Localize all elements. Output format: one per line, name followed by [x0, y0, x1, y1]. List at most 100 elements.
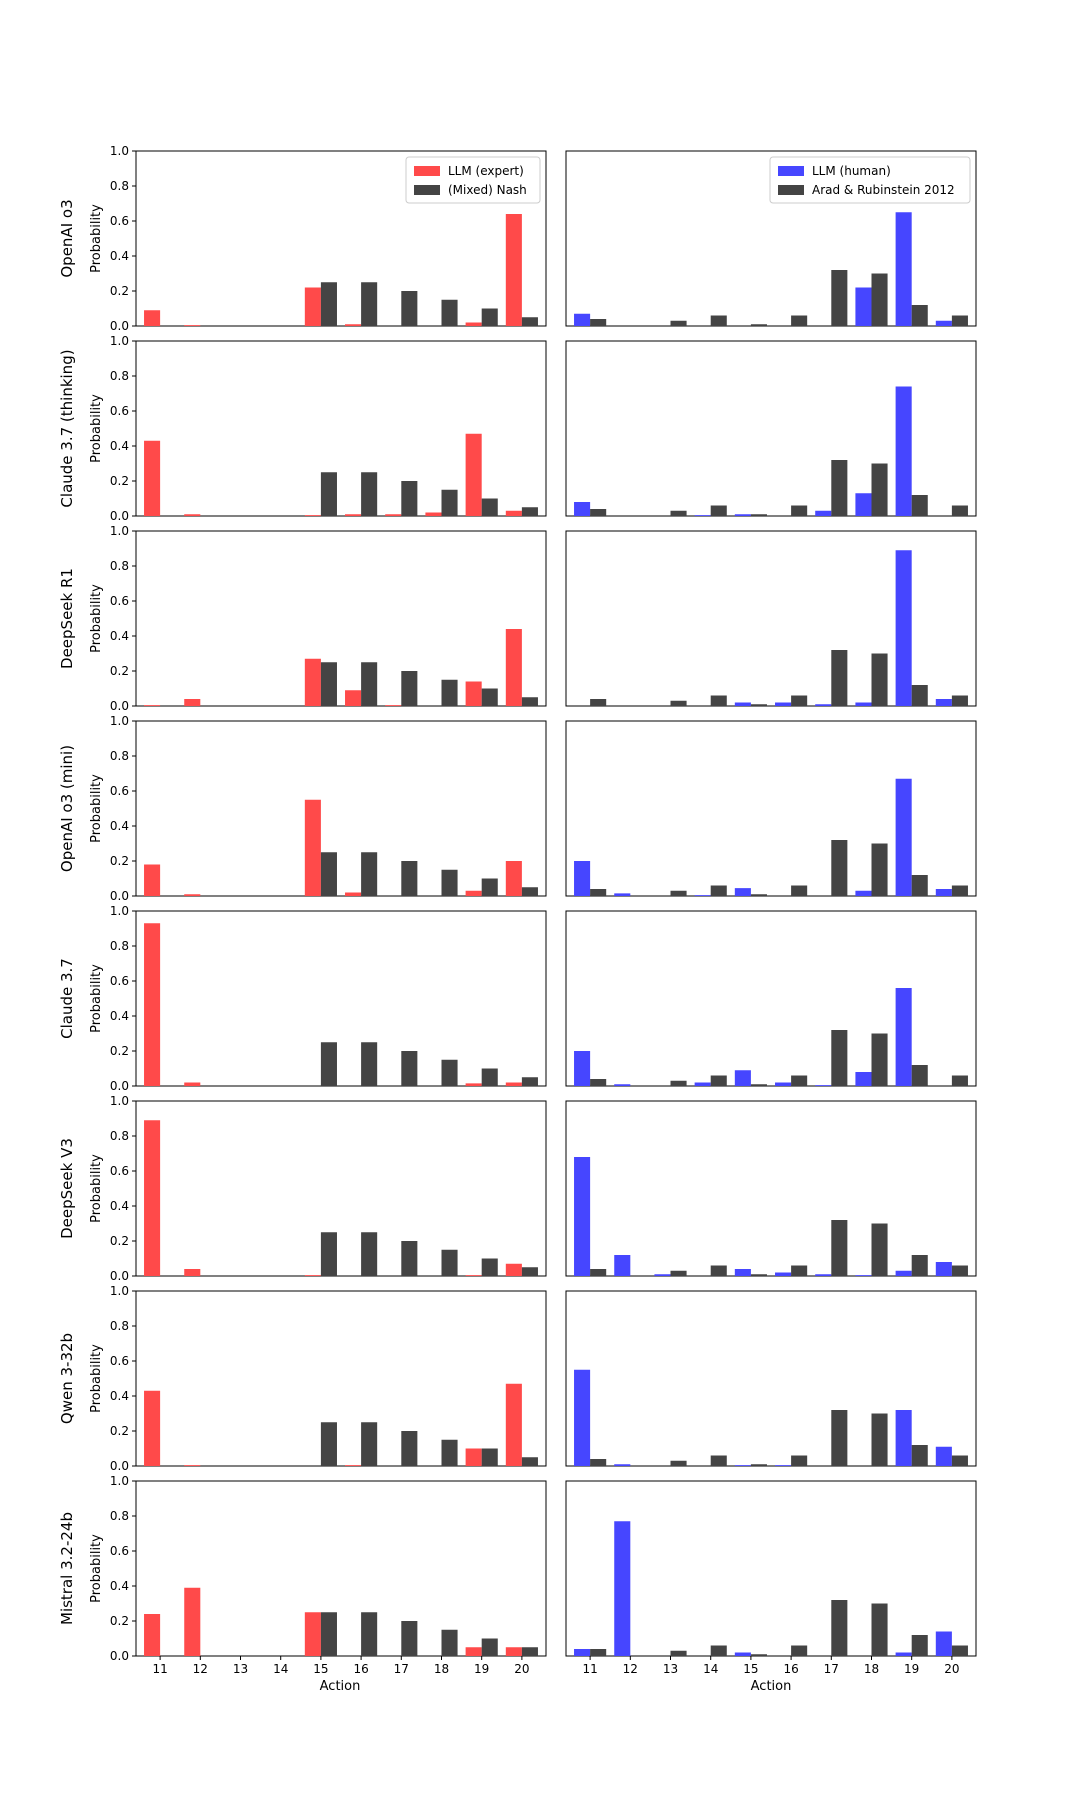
- bar: [320, 1232, 337, 1276]
- bar: [574, 502, 591, 516]
- bar: [614, 1464, 631, 1466]
- bar: [614, 1255, 631, 1276]
- bar: [831, 840, 848, 896]
- bar: [911, 495, 928, 516]
- x-tick-label: 18: [864, 1662, 879, 1676]
- bar: [911, 685, 928, 706]
- bar: [951, 315, 968, 326]
- bar: [505, 1383, 522, 1466]
- bar: [441, 869, 458, 896]
- y-tick-label: 0.6: [110, 1354, 129, 1368]
- bar: [791, 885, 808, 896]
- bar: [521, 1647, 538, 1656]
- bar: [144, 1120, 161, 1276]
- bar: [855, 890, 872, 896]
- bar: [401, 861, 418, 896]
- bar: [951, 885, 968, 896]
- bar: [590, 1269, 607, 1276]
- legend-label: Arad & Rubinstein 2012: [812, 183, 955, 197]
- bar: [505, 861, 522, 896]
- bar: [935, 1631, 952, 1656]
- x-tick-label: 13: [233, 1662, 248, 1676]
- bar: [401, 1621, 418, 1656]
- bar: [425, 512, 442, 516]
- x-tick-label: 17: [824, 1662, 839, 1676]
- bar: [401, 481, 418, 516]
- y-tick-label: 0.4: [110, 439, 129, 453]
- bar: [895, 212, 912, 326]
- bar: [184, 1082, 201, 1086]
- bar: [184, 894, 201, 896]
- y-tick-label: 0.2: [110, 474, 129, 488]
- bar: [911, 1445, 928, 1466]
- bar: [304, 799, 321, 896]
- legend-swatch: [414, 185, 440, 195]
- bar: [465, 1083, 482, 1086]
- bar: [694, 895, 711, 896]
- bar: [481, 308, 498, 326]
- bar: [465, 1448, 482, 1466]
- y-tick-label: 0.8: [110, 369, 129, 383]
- bar: [345, 1465, 362, 1466]
- legend-label: LLM (expert): [448, 164, 524, 178]
- bar: [670, 700, 687, 706]
- bar: [750, 514, 767, 516]
- bar: [670, 510, 687, 516]
- plot-frame: [135, 530, 547, 707]
- x-tick-label: 13: [663, 1662, 678, 1676]
- bar: [750, 1464, 767, 1466]
- bar: [184, 325, 201, 326]
- bar: [935, 320, 952, 326]
- y-tick-label: 0.2: [110, 1234, 129, 1248]
- y-tick-label: 0.6: [110, 1544, 129, 1558]
- bar: [734, 514, 751, 516]
- bar: [320, 1422, 337, 1466]
- bar: [855, 1072, 872, 1086]
- plot-frame: [135, 1100, 547, 1277]
- bar: [831, 270, 848, 326]
- bar: [481, 1448, 498, 1466]
- bar: [775, 1082, 792, 1086]
- bar: [791, 1075, 808, 1086]
- bar: [361, 1422, 378, 1466]
- bar: [345, 690, 362, 706]
- bar: [505, 510, 522, 516]
- bar: [871, 653, 888, 706]
- y-tick-label: 0.0: [110, 889, 129, 903]
- bar: [895, 550, 912, 706]
- bar: [521, 1267, 538, 1276]
- bar: [184, 1587, 201, 1656]
- legend-label: LLM (human): [812, 164, 891, 178]
- x-tick-label: 20: [514, 1662, 529, 1676]
- bar: [734, 1465, 751, 1466]
- y-tick-label: 1.0: [110, 334, 129, 348]
- bar: [710, 1265, 727, 1276]
- bar: [670, 890, 687, 896]
- bar: [401, 1051, 418, 1086]
- bar: [750, 324, 767, 326]
- bar: [441, 1629, 458, 1656]
- y-tick-label: 0.8: [110, 939, 129, 953]
- x-tick-label: 11: [152, 1662, 167, 1676]
- bar: [951, 1265, 968, 1276]
- y-tick-label: 1.0: [110, 1474, 129, 1488]
- bar: [465, 433, 482, 516]
- y-tick-label: 0.8: [110, 1319, 129, 1333]
- bar: [831, 1220, 848, 1276]
- bar: [361, 662, 378, 706]
- x-tick-label: 17: [394, 1662, 409, 1676]
- bar: [911, 1065, 928, 1086]
- bar: [710, 315, 727, 326]
- bar: [670, 1650, 687, 1656]
- shared-xlabel-left: Action: [320, 1679, 361, 1694]
- bar: [911, 875, 928, 896]
- y-tick-label: 0.0: [110, 699, 129, 713]
- y-axis-label: Probability: [89, 774, 104, 843]
- bar: [831, 1030, 848, 1086]
- bar: [441, 1249, 458, 1276]
- bar: [855, 493, 872, 516]
- bar: [590, 509, 607, 516]
- bar: [361, 472, 378, 516]
- bar: [590, 1649, 607, 1656]
- y-tick-label: 0.6: [110, 214, 129, 228]
